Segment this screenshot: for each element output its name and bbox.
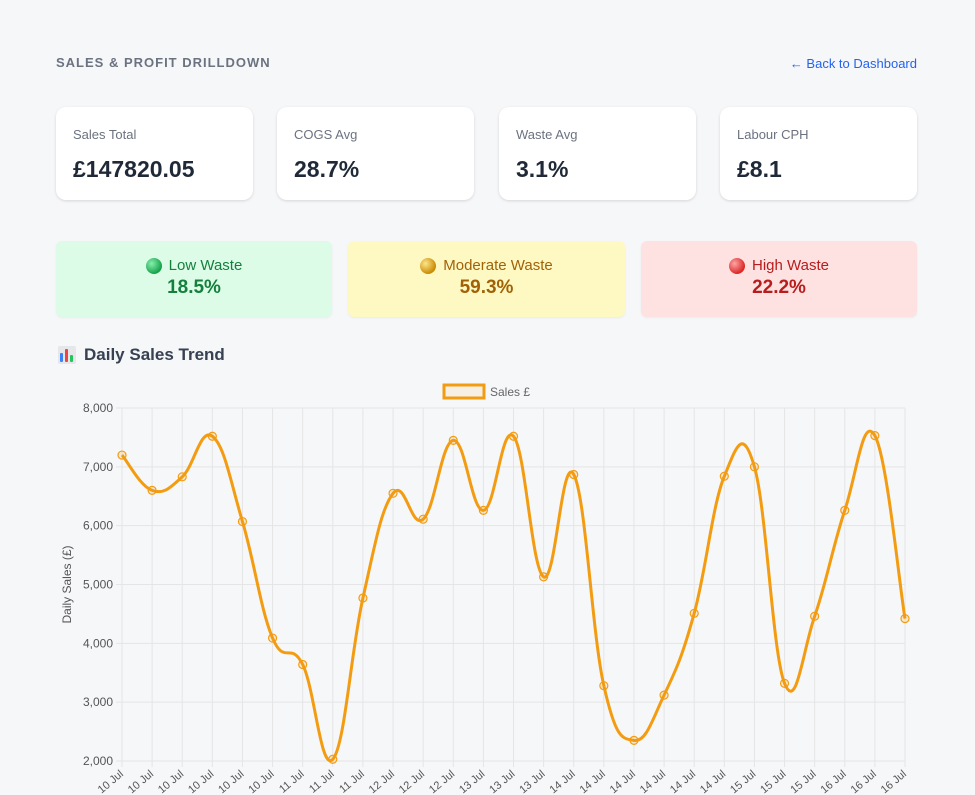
x-tick-label: 16 Jul xyxy=(818,768,848,795)
data-point xyxy=(749,462,760,472)
x-tick-label: 16 Jul xyxy=(849,768,879,795)
waste-band-label: Moderate Waste xyxy=(443,257,553,274)
data-point xyxy=(900,614,910,624)
x-tick-label: 14 Jul xyxy=(698,768,728,795)
kpi-label: Waste Avg xyxy=(516,127,578,142)
data-point xyxy=(418,514,428,524)
data-point xyxy=(267,633,278,643)
x-tick-label: 15 Jul xyxy=(758,768,788,795)
x-tick-label: 12 Jul xyxy=(367,768,397,795)
y-tick-label: 3,000 xyxy=(83,695,113,709)
x-tick-label: 13 Jul xyxy=(457,768,487,795)
waste-band-label: Low Waste xyxy=(168,257,243,274)
kpi-card-sales-total: Sales Total £147820.05 xyxy=(56,107,253,200)
back-to-dashboard-link[interactable]: ← Back to Dashboard xyxy=(789,56,917,71)
bar-chart-icon xyxy=(58,346,76,364)
x-tick-label: 15 Jul xyxy=(728,768,758,795)
x-tick-label: 10 Jul xyxy=(96,768,126,795)
kpi-value: £147820.05 xyxy=(73,156,195,182)
data-point xyxy=(298,659,308,670)
kpi-value: 3.1% xyxy=(516,156,569,182)
waste-band-value: 18.5% xyxy=(167,277,221,298)
legend-label: Sales £ xyxy=(490,385,530,399)
x-tick-label: 10 Jul xyxy=(186,768,216,795)
data-point xyxy=(117,450,127,460)
data-point xyxy=(328,754,338,764)
x-tick-label: 11 Jul xyxy=(307,768,337,795)
x-tick-label: 13 Jul xyxy=(517,768,547,795)
kpi-label: Labour CPH xyxy=(737,127,809,142)
data-point xyxy=(207,431,217,441)
section-title-text: Daily Sales Trend xyxy=(84,345,225,364)
x-tick-label: 11 Jul xyxy=(277,768,307,795)
x-tick-label: 12 Jul xyxy=(427,768,457,795)
kpi-card-waste-avg: Waste Avg 3.1% xyxy=(499,107,696,200)
data-point xyxy=(840,505,850,515)
x-tick-label: 12 Jul xyxy=(397,768,427,795)
waste-band-label: High Waste xyxy=(752,257,829,274)
kpi-card-labour-cph: Labour CPH £8.1 xyxy=(720,107,917,200)
data-point xyxy=(147,485,157,495)
x-tick-label: 16 Jul xyxy=(879,768,909,795)
data-point xyxy=(388,488,398,498)
waste-band-value: 22.2% xyxy=(752,277,806,298)
green-dot-icon xyxy=(145,257,162,274)
x-tick-label: 10 Jul xyxy=(246,768,276,795)
y-tick-label: 7,000 xyxy=(83,460,113,474)
kpi-label: COGS Avg xyxy=(294,127,358,142)
data-point xyxy=(177,472,187,482)
data-point xyxy=(569,469,579,480)
y-axis-label: Daily Sales (£) xyxy=(60,545,74,623)
y-tick-label: 6,000 xyxy=(83,519,113,533)
y-tick-label: 4,000 xyxy=(83,636,113,650)
x-tick-label: 10 Jul xyxy=(216,768,246,795)
x-tick-label: 10 Jul xyxy=(156,768,186,795)
data-point xyxy=(779,678,790,688)
x-tick-label: 15 Jul xyxy=(788,768,818,795)
y-tick-label: 2,000 xyxy=(83,754,113,768)
page-title: SALES & PROFIT DRILLDOWN xyxy=(56,55,271,70)
high-waste-card: High Waste 22.2% xyxy=(641,241,917,317)
x-tick-label: 13 Jul xyxy=(487,768,517,795)
data-point xyxy=(508,431,519,441)
kpi-value: 28.7% xyxy=(294,156,360,182)
x-tick-label: 10 Jul xyxy=(126,768,156,795)
data-point xyxy=(478,505,488,515)
data-point xyxy=(448,435,458,445)
y-tick-label: 8,000 xyxy=(83,401,113,415)
waste-band-value: 59.3% xyxy=(459,277,514,298)
x-tick-label: 14 Jul xyxy=(638,768,668,795)
kpi-value: £8.1 xyxy=(737,156,782,182)
data-point xyxy=(539,572,549,582)
data-point xyxy=(599,681,609,691)
data-point xyxy=(358,593,368,603)
data-point xyxy=(689,608,699,618)
x-tick-label: 14 Jul xyxy=(578,768,608,795)
waste-band-row: Low Waste 18.5% Moderate Waste 59.3% Hig… xyxy=(56,241,917,318)
x-tick-label: 14 Jul xyxy=(547,768,577,795)
sales-line xyxy=(120,429,907,763)
data-point xyxy=(629,735,639,746)
section-title: Daily Sales Trend xyxy=(58,345,225,365)
data-point xyxy=(810,611,820,621)
x-tick-label: 11 Jul xyxy=(337,768,367,795)
daily-sales-chart: 2,000 3,000 4,000 5,000 6,000 7,000 8,000 10 Ju… xyxy=(60,383,910,795)
data-point xyxy=(659,690,669,700)
data-point xyxy=(719,471,729,481)
kpi-label: Sales Total xyxy=(73,127,137,142)
red-dot-icon xyxy=(729,257,745,274)
legend-swatch xyxy=(442,383,486,400)
kpi-row: Sales Total £147820.05 COGS Avg 28.7% Wa… xyxy=(56,107,918,201)
data-point xyxy=(870,431,880,441)
x-tick-label: 14 Jul xyxy=(668,768,698,795)
x-tick-label: 14 Jul xyxy=(608,768,638,795)
moderate-waste-card: Moderate Waste 59.3% xyxy=(348,241,625,317)
data-point xyxy=(237,516,248,527)
kpi-card-cogs-avg: COGS Avg 28.7% xyxy=(277,107,474,200)
y-tick-label: 5,000 xyxy=(83,578,113,592)
yellow-dot-icon xyxy=(420,257,437,274)
low-waste-card: Low Waste 18.5% xyxy=(56,241,332,317)
